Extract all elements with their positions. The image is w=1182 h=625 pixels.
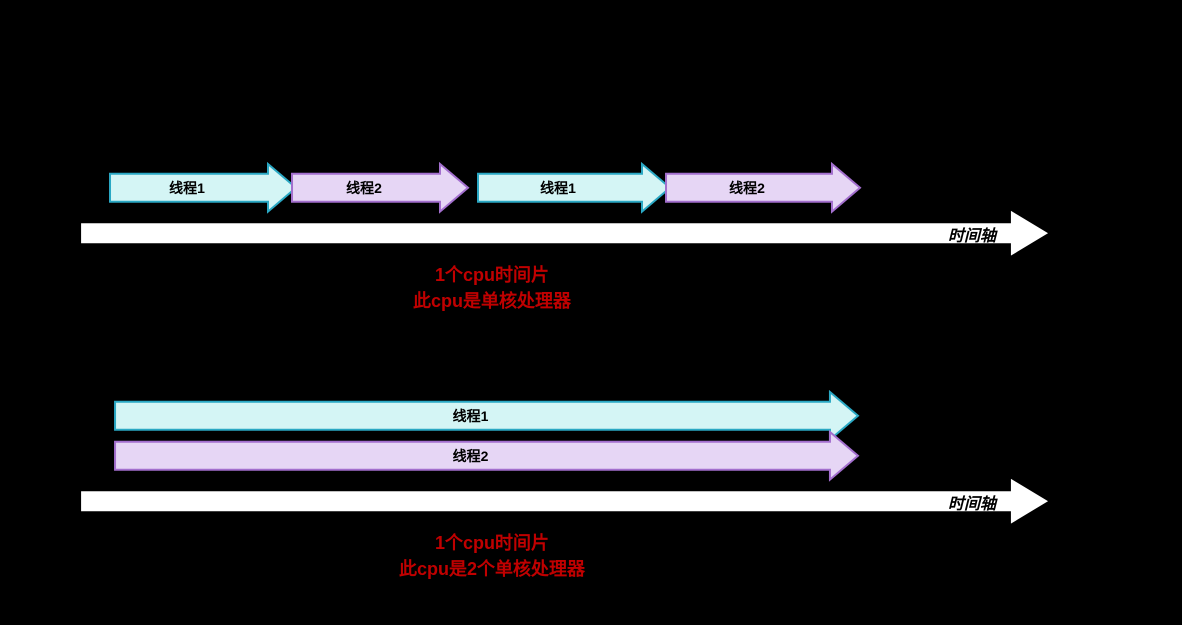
timeline-label-1: 时间轴 [948, 222, 996, 246]
thread-arrow-2-1 [113, 430, 860, 482]
thread-arrow-1-2 [476, 162, 672, 214]
timeline-arrow-2 [78, 475, 1052, 527]
thread-arrow-1-0 [108, 162, 298, 214]
timeline-label-2: 时间轴 [948, 490, 996, 514]
thread-arrow-1-1 [290, 162, 470, 214]
thread-arrow-1-3 [664, 162, 862, 214]
caption-1-line-1: 此cpu是单核处理器 [192, 288, 792, 314]
caption-1-line-0: 1个cpu时间片 [192, 262, 792, 288]
caption-2-line-1: 此cpu是2个单核处理器 [192, 556, 792, 582]
caption-2-line-0: 1个cpu时间片 [192, 530, 792, 556]
timeline-arrow-1 [78, 207, 1052, 259]
caption-2: 1个cpu时间片此cpu是2个单核处理器 [192, 530, 792, 582]
diagram-stage: 时间轴线程1线程2线程1线程21个cpu时间片此cpu是单核处理器时间轴线程1线… [0, 0, 1182, 625]
caption-1: 1个cpu时间片此cpu是单核处理器 [192, 262, 792, 314]
